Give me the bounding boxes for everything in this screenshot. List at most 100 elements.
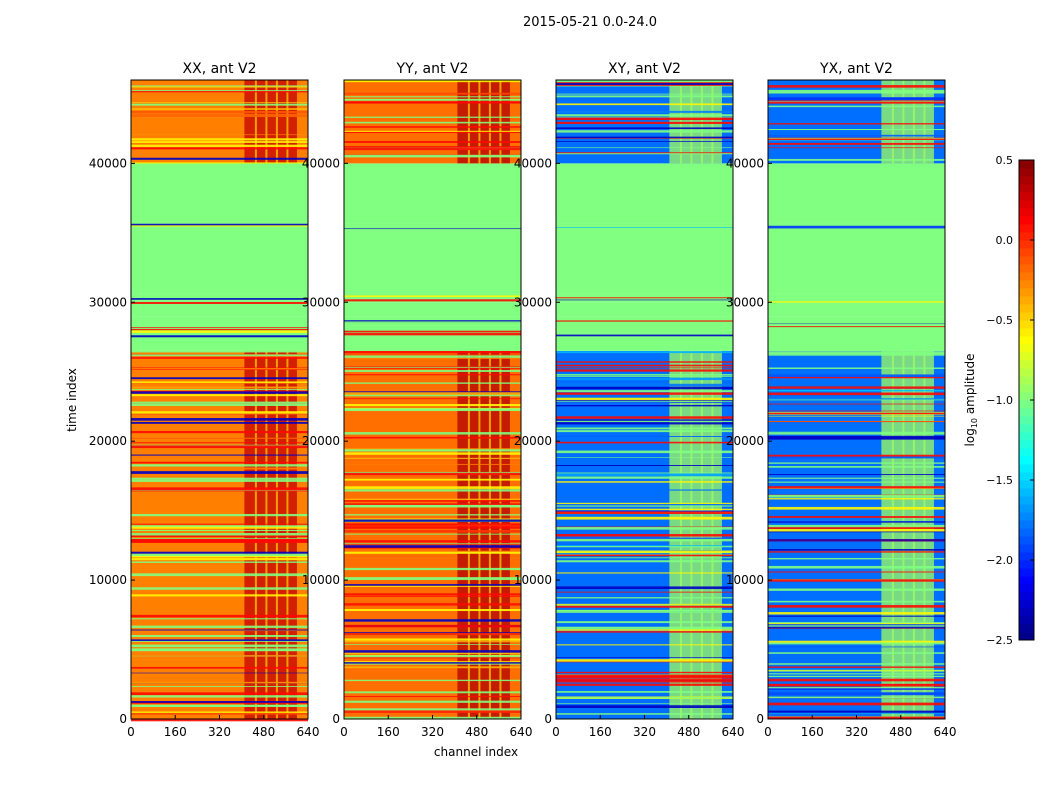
- time-stripe: [344, 96, 521, 98]
- time-stripe: [556, 369, 733, 372]
- time-stripe: [768, 134, 945, 137]
- channel-stripe: [891, 350, 894, 719]
- time-stripe: [131, 430, 308, 434]
- time-stripe: [344, 540, 521, 543]
- time-stripe: [131, 538, 308, 540]
- colorbar-swatch: [1019, 368, 1034, 377]
- time-stripe: [344, 657, 521, 659]
- time-stripe: [556, 586, 733, 590]
- time-stripe: [344, 498, 521, 501]
- time-stripe: [768, 474, 945, 475]
- time-stripe: [131, 541, 308, 544]
- colorbar-swatch: [1019, 400, 1034, 409]
- y-tick-label: 0: [332, 712, 340, 726]
- time-stripe: [131, 445, 308, 449]
- time-stripe: [556, 683, 733, 686]
- x-tick-label: 640: [297, 725, 320, 739]
- time-stripe: [344, 679, 521, 682]
- time-stripe: [131, 144, 308, 148]
- panel-title: YY, ant V2: [396, 61, 469, 77]
- time-stripe: [131, 437, 308, 439]
- data-region: [556, 316, 733, 336]
- panel-1: YY, ant V2 0 160 320 480 640 0 10000 20000 30000 4…: [302, 61, 533, 739]
- time-stripe: [556, 130, 733, 133]
- time-stripe: [556, 83, 733, 85]
- colorbar-swatch: [1019, 376, 1034, 385]
- time-stripe: [556, 657, 733, 658]
- time-stripe: [131, 113, 308, 116]
- time-stripe: [131, 692, 308, 696]
- colorbar: 0.5 0.0 −0.5 −1.0 −1.5 −2.0 −2.5: [986, 154, 1035, 647]
- colorbar-swatch: [1019, 384, 1034, 393]
- time-stripe: [768, 412, 945, 415]
- time-stripe: [556, 557, 733, 559]
- time-stripe: [768, 223, 945, 226]
- time-stripe: [768, 392, 945, 396]
- time-stripe: [556, 326, 733, 330]
- time-stripe: [556, 110, 733, 113]
- x-tick-label: 320: [845, 725, 868, 739]
- time-stripe: [556, 481, 733, 483]
- time-stripe: [556, 527, 733, 530]
- y-tick-label: 40000: [302, 156, 340, 170]
- colorbar-swatch: [1019, 248, 1034, 257]
- time-stripe: [344, 98, 521, 101]
- time-stripe: [768, 531, 945, 533]
- time-stripe: [556, 392, 733, 395]
- time-stripe: [131, 442, 308, 444]
- time-stripe: [344, 321, 521, 323]
- time-stripe: [344, 505, 521, 508]
- time-stripe: [344, 333, 521, 336]
- x-tick-label: 0: [552, 725, 560, 739]
- time-stripe: [768, 663, 945, 665]
- time-stripe: [556, 322, 733, 324]
- flagged-region: [131, 335, 308, 351]
- time-stripe: [768, 431, 945, 433]
- time-stripe: [768, 612, 945, 615]
- colorbar-swatch: [1019, 568, 1034, 577]
- colorbar-swatch: [1019, 360, 1034, 369]
- time-stripe: [344, 708, 521, 712]
- time-stripe: [131, 523, 308, 525]
- time-stripe: [131, 681, 308, 684]
- time-stripe: [344, 355, 521, 358]
- colorbar-swatch: [1019, 624, 1034, 633]
- channel-stripe: [488, 350, 491, 719]
- colorbar-swatch: [1019, 464, 1034, 473]
- y-tick-label: 30000: [726, 295, 764, 309]
- colorbar-swatch: [1019, 504, 1034, 513]
- time-stripe: [344, 228, 521, 230]
- time-stripe: [131, 635, 308, 638]
- colorbar-swatch: [1019, 552, 1034, 561]
- channel-stripe: [711, 80, 714, 164]
- channel-stripe: [467, 80, 470, 164]
- time-stripe: [556, 430, 733, 433]
- colorbar-swatch: [1019, 536, 1034, 545]
- time-stripe: [768, 399, 945, 401]
- time-stripe: [556, 375, 733, 377]
- time-stripe: [768, 526, 945, 529]
- time-stripe: [556, 383, 733, 387]
- time-stripe: [131, 553, 308, 557]
- time-stripe: [556, 516, 733, 520]
- time-stripe: [131, 490, 308, 492]
- colorbar-swatch: [1019, 528, 1034, 537]
- time-stripe: [344, 457, 521, 459]
- time-stripe: [131, 529, 308, 532]
- time-stripe: [131, 711, 308, 715]
- y-tick-label: 30000: [514, 295, 552, 309]
- time-stripe: [344, 652, 521, 655]
- time-stripe: [556, 81, 733, 84]
- time-stripe: [768, 437, 945, 440]
- time-stripe: [768, 367, 945, 369]
- time-stripe: [768, 622, 945, 624]
- time-stripe: [344, 374, 521, 376]
- time-stripe: [556, 691, 733, 693]
- channel-stripe: [478, 80, 481, 164]
- time-stripe: [131, 357, 308, 359]
- time-stripe: [768, 101, 945, 104]
- channel-stripe: [912, 350, 915, 719]
- time-stripe: [131, 704, 308, 707]
- time-stripe: [556, 404, 733, 407]
- time-stripe: [344, 584, 521, 586]
